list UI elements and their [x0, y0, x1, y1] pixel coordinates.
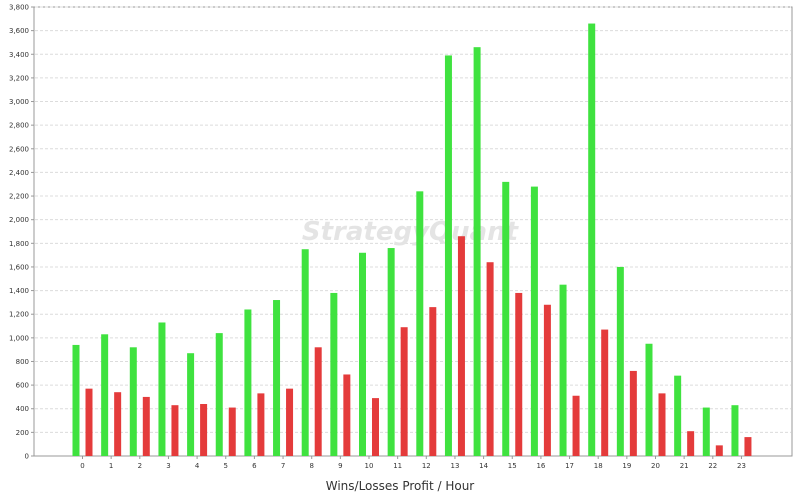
bar-win [387, 248, 395, 456]
bar-win [444, 55, 452, 457]
bar-win [674, 375, 682, 456]
bar-loss [486, 262, 494, 456]
bar-win [101, 334, 109, 456]
bar-win [473, 47, 481, 457]
x-tick-label: 9 [338, 462, 342, 470]
bar-win [645, 343, 653, 456]
x-tick-label: 14 [479, 462, 488, 470]
bar-win [215, 333, 223, 456]
bar-win [330, 292, 338, 456]
x-tick-label: 5 [224, 462, 228, 470]
bar-loss [372, 398, 379, 456]
bar-loss [744, 437, 752, 456]
bar-loss [658, 393, 666, 456]
bar-loss [601, 329, 609, 456]
x-tick-label: 18 [594, 462, 603, 470]
bar-win [72, 344, 80, 456]
bar-loss [429, 307, 437, 456]
x-tick-label: 4 [195, 462, 200, 470]
y-tick-label: 3,000 [9, 98, 29, 106]
bar-win [702, 407, 710, 456]
bar-loss [343, 374, 351, 456]
watermark: StrategyQuant [302, 217, 520, 247]
bar-win [273, 300, 281, 456]
x-tick-label: 11 [393, 462, 402, 470]
bar-win [559, 284, 567, 456]
x-tick-label: 1 [109, 462, 113, 470]
y-tick-label: 1,800 [9, 240, 29, 248]
bar-loss [515, 292, 523, 456]
x-tick-label: 12 [422, 462, 431, 470]
x-tick-label: 10 [365, 462, 374, 470]
x-tick-label: 13 [450, 462, 459, 470]
bar-win [588, 23, 596, 456]
y-tick-label: 2,200 [9, 193, 29, 201]
y-tick-label: 200 [16, 429, 29, 437]
bar-loss [572, 395, 580, 456]
bar-loss [286, 388, 294, 456]
bar-loss [114, 392, 122, 456]
x-tick-label: 23 [737, 462, 746, 470]
x-tick-label: 8 [309, 462, 313, 470]
bar-loss [314, 347, 322, 456]
x-tick-label: 2 [138, 462, 142, 470]
bar-win [158, 322, 166, 456]
x-tick-label: 0 [80, 462, 84, 470]
bar-win [530, 186, 538, 456]
x-tick-label: 16 [536, 462, 545, 470]
x-tick-label: 7 [281, 462, 285, 470]
x-tick-label: 21 [680, 462, 689, 470]
bar-win [502, 181, 510, 456]
bar-win [731, 405, 739, 456]
y-tick-label: 800 [16, 358, 29, 366]
watermark-text: StrategyQuant [302, 217, 520, 247]
y-tick-label: 0 [25, 453, 29, 461]
y-tick-label: 2,400 [9, 169, 29, 177]
x-tick-label: 3 [166, 462, 170, 470]
bar-loss [457, 236, 465, 456]
y-tick-label: 2,800 [9, 122, 29, 130]
bar-loss [629, 370, 637, 456]
x-axis-title: Wins/Losses Profit / Hour [325, 479, 475, 493]
y-tick-label: 1,200 [9, 311, 29, 319]
bar-loss [257, 393, 265, 456]
bar-loss [200, 404, 208, 456]
x-tick-label: 6 [252, 462, 257, 470]
y-tick-label: 2,600 [9, 145, 29, 153]
bar-loss [142, 396, 150, 456]
x-tick-label: 20 [651, 462, 660, 470]
y-tick-label: 1,400 [9, 287, 29, 295]
bar-loss [687, 431, 695, 456]
bar-loss [228, 407, 236, 456]
x-axis-ticks: 0 1 2 3 4 5 6 7 8 9 10 11 12 13 14 15 16 17 18 19 20 21 22 23 [80, 456, 746, 470]
x-tick-label: 15 [508, 462, 517, 470]
bar-loss [543, 304, 551, 456]
bar-loss [85, 388, 93, 456]
bar-win [616, 266, 624, 456]
y-tick-label: 400 [16, 405, 29, 413]
y-tick-label: 3,400 [9, 51, 29, 59]
y-axis-ticks: 0 200 400 600 800 1,000 1,200 1,400 1,600 1,800 2,… [9, 4, 34, 461]
y-tick-label: 600 [16, 382, 29, 390]
bar-loss [715, 445, 723, 456]
bar-win [301, 249, 309, 456]
y-tick-label: 2,000 [9, 216, 29, 224]
y-tick-label: 3,800 [9, 4, 29, 12]
x-tick-label: 19 [622, 462, 631, 470]
bar-loss [400, 327, 408, 456]
bar-win [359, 252, 366, 456]
bar-win [244, 309, 252, 456]
x-tick-label: 17 [565, 462, 574, 470]
y-tick-label: 3,600 [9, 27, 29, 35]
bar-loss [171, 405, 179, 456]
x-tick-label: 22 [708, 462, 717, 470]
bar-win [416, 191, 424, 457]
bars [72, 23, 752, 457]
y-tick-label: 1,600 [9, 263, 29, 271]
y-tick-label: 1,000 [9, 334, 29, 342]
bar-win [129, 347, 137, 456]
y-tick-label: 3,200 [9, 74, 29, 82]
bar-win [187, 353, 195, 456]
